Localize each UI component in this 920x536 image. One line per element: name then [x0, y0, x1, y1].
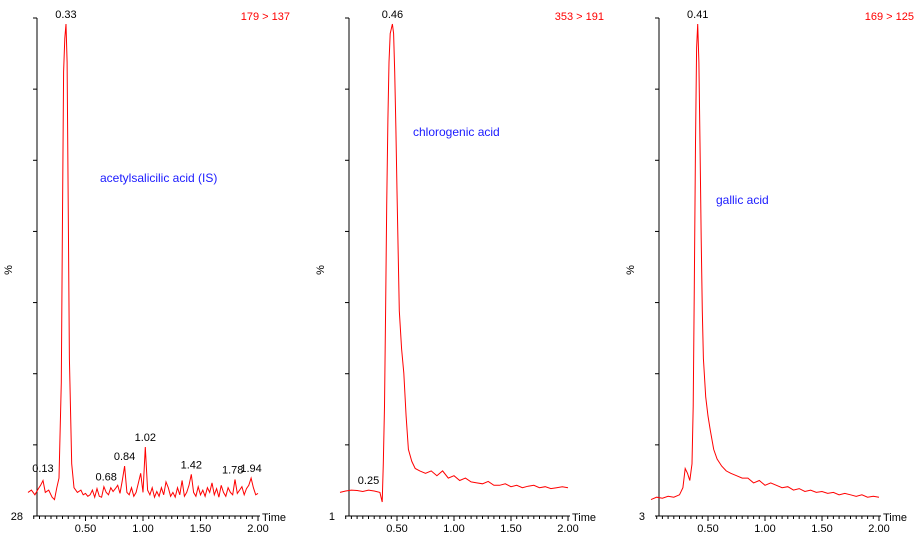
- y-axis-label: %: [3, 265, 15, 275]
- peak-label: 0.13: [32, 463, 53, 475]
- compound-label: chlorogenic acid: [413, 125, 500, 139]
- peak-label: 1.94: [240, 463, 261, 475]
- peak-label: 1.42: [181, 459, 202, 471]
- peak-label: 0.68: [95, 472, 116, 484]
- peak-label: 0.41: [687, 9, 708, 21]
- x-tick-label: 0.50: [386, 523, 407, 535]
- x-axis-label: Time: [883, 512, 907, 524]
- x-tick-label: 2.00: [868, 523, 889, 535]
- y-min-label: 1: [329, 511, 335, 523]
- y-min-label: 28: [11, 511, 23, 523]
- x-tick-label: 1.00: [132, 523, 153, 535]
- peak-label: 0.33: [55, 9, 76, 21]
- y-axis-label: %: [625, 265, 637, 275]
- y-min-label: 3: [639, 511, 645, 523]
- compound-label: gallic acid: [716, 193, 769, 207]
- x-tick-label: 2.00: [247, 523, 268, 535]
- peak-label: 0.25: [358, 475, 379, 487]
- peak-label: 0.46: [382, 9, 403, 21]
- peak-label: 0.84: [114, 451, 135, 463]
- mrm-transition-label: 353 > 191: [555, 11, 604, 23]
- x-tick-label: 2.00: [557, 523, 578, 535]
- x-axis-label: Time: [262, 512, 286, 524]
- chromatogram-trace: [339, 23, 569, 503]
- mrm-transition-label: 179 > 137: [241, 11, 290, 23]
- chromatogram-trace: [650, 23, 880, 501]
- x-tick-label: 1.50: [190, 523, 211, 535]
- mrm-transition-label: 169 > 125: [865, 11, 914, 23]
- chromatogram-trace: [27, 23, 259, 501]
- peak-label: 1.02: [135, 432, 156, 444]
- x-tick-label: 1.50: [811, 523, 832, 535]
- peak-label: 1.78: [222, 465, 243, 477]
- x-axis-label: Time: [572, 512, 596, 524]
- x-tick-label: 0.50: [697, 523, 718, 535]
- y-axis-label: %: [315, 265, 327, 275]
- x-tick-label: 1.50: [500, 523, 521, 535]
- x-tick-label: 0.50: [75, 523, 96, 535]
- x-tick-label: 1.00: [754, 523, 775, 535]
- x-tick-label: 1.00: [443, 523, 464, 535]
- compound-label: acetylsalicilic acid (IS): [100, 171, 217, 185]
